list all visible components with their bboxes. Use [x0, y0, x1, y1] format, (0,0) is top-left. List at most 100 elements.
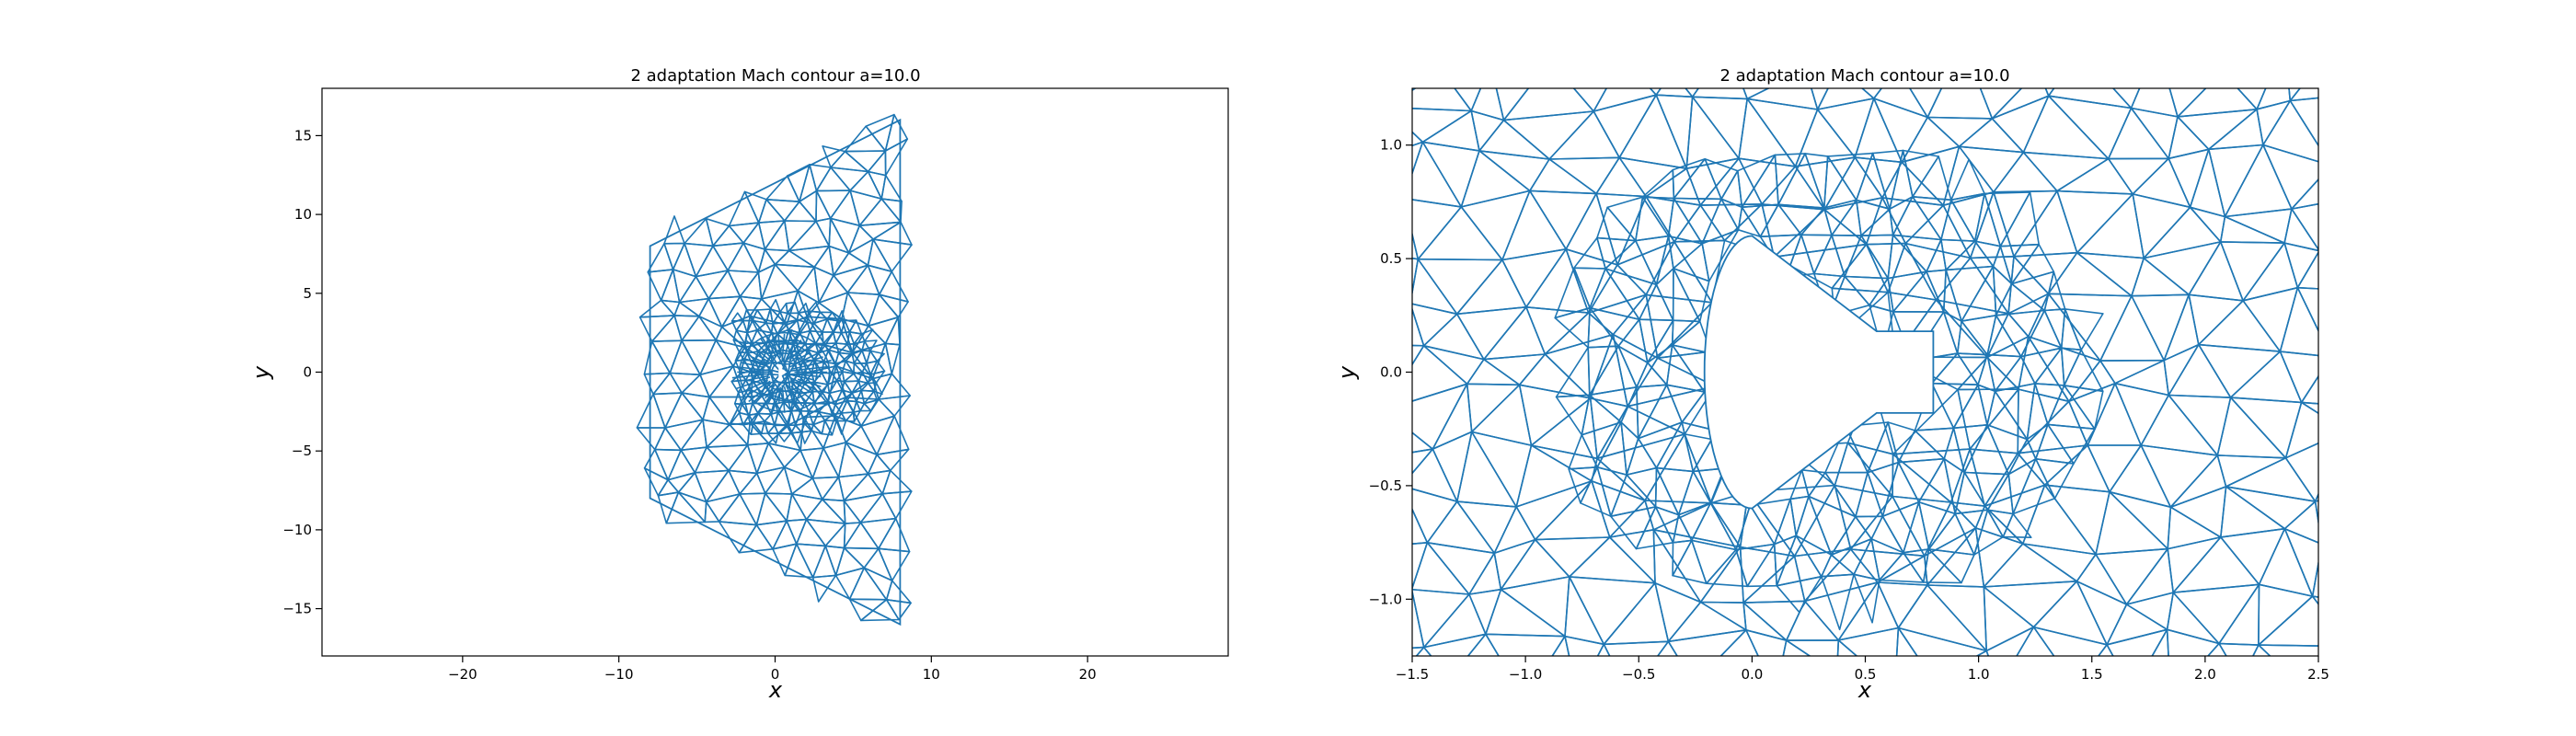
right-mesh-refined-triangle — [1759, 203, 1802, 237]
right-x-tick-label: 0.0 — [1741, 666, 1763, 683]
right-mesh-triangle — [1623, 10, 1672, 72]
right-mesh-triangle — [2292, 0, 2381, 50]
right-mesh-refined-triangle — [1871, 149, 1904, 210]
left-x-tick-label: 0 — [771, 666, 780, 683]
right-mesh-refined-triangle — [1903, 500, 1930, 554]
left-mesh-refined-triangle — [777, 431, 792, 443]
left-mesh-triangle — [684, 217, 714, 247]
right-mesh-triangle — [2068, 360, 2116, 403]
right-mesh-triangle — [2198, 1, 2226, 72]
right-mesh-triangle — [2163, 293, 2200, 362]
right-mesh-triangle — [1616, 696, 1658, 736]
left-x-ticks: −20 −10 0 10 20 — [448, 656, 1097, 683]
right-mesh-refined-triangle — [2035, 423, 2075, 465]
right-mesh-refined-triangle — [1823, 199, 1857, 236]
left-mesh-triangle — [738, 523, 774, 554]
left-mesh-triangle — [818, 274, 849, 304]
right-mesh-triangle — [1969, 191, 2015, 259]
left-mesh-triangle — [865, 113, 895, 152]
right-x-axis-label: x — [1857, 677, 1872, 703]
right-mesh-refined-triangle — [2043, 270, 2066, 312]
right-mesh-triangle — [2374, 256, 2434, 305]
right-mesh-triangle — [2346, 408, 2385, 435]
left-mesh-edge — [783, 328, 793, 362]
right-mesh-triangle — [1348, 294, 1410, 345]
left-mesh-edge — [797, 378, 822, 388]
right-mesh-triangle — [1317, 595, 1369, 650]
right-mesh-triangle — [2319, 197, 2411, 256]
right-mesh-triangle — [2198, 300, 2282, 352]
right-mesh-triangle — [2189, 148, 2226, 218]
right-mesh-triangle — [2219, 241, 2285, 302]
right-mesh-refined-triangle — [1945, 265, 1995, 322]
right-mesh-triangle — [1412, 448, 1434, 475]
right-mesh-triangle — [2134, 698, 2198, 736]
right-mesh-triangle — [2047, 293, 2133, 362]
right-mesh-refined-triangle — [1961, 265, 1997, 322]
left-mesh-triangle — [680, 446, 707, 474]
right-mesh-triangle — [1333, 95, 1387, 161]
left-mesh-triangle — [844, 150, 887, 173]
left-mesh-triangle — [843, 522, 880, 550]
right-mesh-triangle — [1317, 215, 1379, 253]
left-mesh-triangle — [705, 469, 741, 503]
right-mesh-triangle — [1991, 95, 2050, 154]
right-x-tick-label: 0.5 — [1855, 666, 1877, 683]
left-mesh-edge — [759, 337, 777, 364]
right-mesh-refined-triangle — [1673, 268, 1710, 323]
right-mesh-triangle — [2131, 257, 2190, 297]
right-mesh-triangle — [1412, 588, 1470, 649]
left-mesh-triangle — [727, 270, 760, 298]
left-mesh-triangle — [878, 373, 911, 400]
right-mesh-triangle — [2047, 95, 2133, 160]
right-mesh-triangle — [1572, 88, 1608, 112]
left-mesh-edge — [790, 382, 815, 403]
right-mesh-triangle — [2237, 88, 2267, 110]
left-mesh-triangle — [822, 498, 846, 524]
right-mesh-triangle — [1495, 88, 1530, 121]
left-mesh-triangle — [643, 340, 671, 375]
right-mesh-refined-triangle — [1635, 196, 1670, 242]
right-mesh-triangle — [1525, 306, 1590, 355]
left-mesh-triangle — [884, 342, 901, 375]
right-mesh-triangle — [1969, 388, 2019, 454]
right-mesh-refined-triangle — [1647, 344, 1673, 386]
right-mesh-triangle — [1796, 674, 1837, 736]
right-mesh-triangle — [1711, 4, 1765, 46]
right-mesh-triangle — [1608, 529, 1656, 584]
right-mesh-triangle — [1443, 679, 1474, 736]
left-mesh-triangle — [885, 580, 912, 604]
right-mesh-triangle — [2143, 206, 2222, 259]
right-mesh-triangle — [2258, 644, 2318, 656]
right-mesh-triangle — [1422, 345, 1485, 385]
right-mesh-refined-triangle — [1808, 471, 1857, 518]
right-mesh-refined-triangle — [1789, 495, 1810, 536]
right-mesh-refined-triangle — [1892, 270, 1945, 313]
right-mesh-triangle — [2279, 286, 2318, 357]
left-plot-title: 2 adaptation Mach contour a=10.0 — [630, 66, 920, 86]
left-mesh-edge — [731, 374, 765, 379]
right-mesh-refined-triangle — [1824, 471, 1869, 518]
right-mesh-triangle — [1967, 686, 2015, 726]
left-mesh-triangle — [860, 415, 895, 455]
left-mesh-triangle — [872, 221, 913, 246]
left-mesh-refined-triangle — [785, 301, 796, 315]
left-mesh-triangle — [815, 217, 832, 247]
right-mesh-triangle — [1474, 699, 1563, 734]
left-mesh-refined-triangle — [836, 319, 846, 334]
right-mesh-triangle — [1351, 15, 1442, 70]
right-mesh-triangle — [1421, 109, 1480, 152]
right-mesh-triangle — [2300, 374, 2318, 405]
right-mesh-triangle — [1935, 299, 2009, 359]
right-mesh-triangle — [2311, 595, 2318, 605]
left-mesh-triangle — [757, 199, 786, 224]
right-mesh-triangle — [1699, 601, 1747, 631]
left-mesh-triangle — [833, 264, 869, 293]
left-mesh-triangle — [774, 249, 815, 269]
right-mesh-triangle — [1655, 88, 1694, 98]
right-mesh-triangle — [2216, 397, 2287, 459]
left-mesh-triangle — [845, 425, 878, 455]
right-mesh-triangle — [2224, 144, 2293, 218]
right-y-tick-label: 1.0 — [1380, 137, 1402, 154]
right-mesh-triangle — [2370, 401, 2432, 435]
